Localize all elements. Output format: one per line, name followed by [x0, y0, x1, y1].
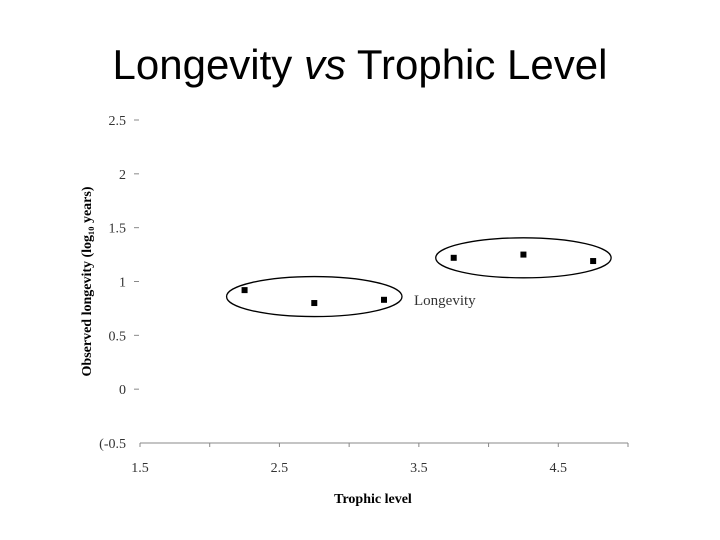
data-point [311, 300, 318, 307]
grouping-ellipse [435, 237, 612, 279]
y-tick-label: 1 [119, 276, 126, 291]
y-tick-label: 0 [119, 383, 126, 398]
y-axis-title: Observed longevity (log₁₀ years) [80, 186, 95, 376]
data-point [381, 296, 387, 303]
chart-title: Longevity vs Trophic Level [0, 41, 720, 88]
title-part-2: vs [303, 41, 346, 88]
data-point [590, 258, 597, 265]
x-tick-label: 2.5 [271, 461, 289, 476]
legend-label: Longevity [414, 293, 476, 309]
y-tick-label: 2.5 [109, 114, 127, 129]
title-part-3: Trophic Level [345, 41, 608, 88]
data-point [450, 254, 457, 261]
x-tick-label: 1.5 [131, 461, 149, 476]
y-tick-label: 1.5 [109, 222, 127, 237]
y-tick-label: (-0.5 [99, 437, 126, 452]
title-part-1: Longevity [112, 41, 304, 88]
grouping-ellipse [225, 275, 403, 318]
y-tick-label: 2 [119, 168, 126, 183]
x-tick-label: 4.5 [550, 461, 568, 476]
data-point [520, 251, 527, 258]
x-tick-label: 3.5 [410, 461, 428, 476]
x-axis-title: Trophic level [334, 492, 412, 507]
data-point [241, 287, 248, 294]
y-tick-label: 0.5 [109, 329, 127, 344]
